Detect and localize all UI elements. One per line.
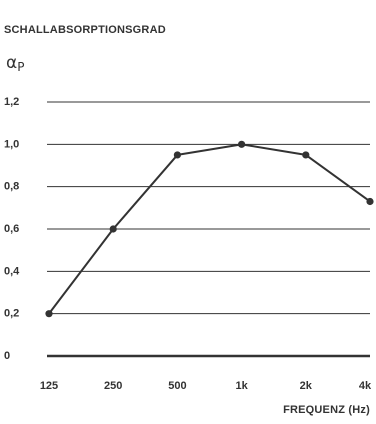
- x-tick-label: 250: [104, 380, 122, 392]
- y-tick-label: 0: [4, 350, 10, 362]
- y-tick-label: 0,6: [4, 223, 19, 235]
- data-point: [366, 197, 374, 206]
- y-tick-labels: 0 0,2 0,4 0,6 0,8 1,0 1,2: [4, 96, 20, 362]
- data-point: [302, 151, 310, 159]
- x-tick-label: 1k: [235, 380, 248, 392]
- y-tick-label: 0,2: [4, 308, 19, 320]
- y-axis-symbol: αP: [6, 53, 24, 74]
- y-tick-label: 1,0: [4, 138, 19, 150]
- x-tick-labels: 125 250 500 1k 2k 4k: [40, 380, 372, 392]
- series-line: [48, 143, 371, 315]
- data-point: [173, 151, 181, 159]
- y-axis-symbol-main: α: [6, 53, 17, 73]
- y-tick-label: 0,8: [4, 181, 19, 193]
- chart-title: SCHALLABSORPTIONSGRAD: [4, 24, 166, 36]
- grid-lines: [47, 101, 370, 358]
- x-tick-label: 2k: [300, 380, 313, 392]
- data-point: [45, 310, 53, 318]
- x-tick-label: 125: [40, 380, 58, 392]
- data-point: [109, 225, 117, 233]
- x-axis-label: FREQUENZ (Hz): [283, 404, 370, 416]
- series-absorption: [45, 140, 374, 318]
- y-axis-symbol-subscript: P: [17, 60, 24, 74]
- y-tick-label: 1,2: [4, 96, 19, 108]
- y-tick-label: 0,4: [4, 265, 20, 277]
- x-tick-label: 500: [168, 380, 186, 392]
- x-tick-label: 4k: [359, 380, 372, 392]
- data-point: [238, 140, 246, 148]
